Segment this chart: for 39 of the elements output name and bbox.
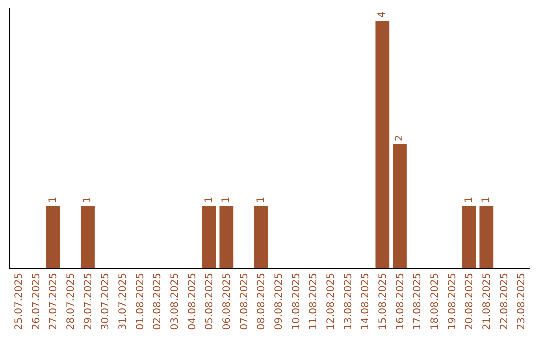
x-tick-label: 13.08.2025 — [343, 273, 354, 330]
x-tick-label: 23.08.2025 — [516, 273, 528, 330]
x-tick-label: 18.08.2025 — [430, 273, 441, 330]
x-tick-label: 19.08.2025 — [447, 273, 458, 330]
x-tick-label: 01.08.2025 — [135, 273, 146, 330]
data-label: 1 — [82, 196, 94, 204]
x-tick-label: 17.08.2025 — [412, 273, 424, 330]
x-tick-label: 25.07.2025 — [14, 273, 25, 330]
x-tick-label: 16.08.2025 — [395, 273, 406, 330]
x-tick-label: 11.08.2025 — [308, 273, 320, 330]
x-tick-label: 02.08.2025 — [152, 273, 164, 330]
x-tick-label: 21.08.2025 — [482, 273, 493, 330]
x-tick-label: 08.08.2025 — [256, 273, 268, 330]
x-tick-label: 22.08.2025 — [499, 273, 510, 330]
x-tick-label: 28.07.2025 — [66, 273, 77, 330]
x-tick-label: 05.08.2025 — [204, 273, 216, 330]
x-tick-label: 15.08.2025 — [378, 273, 389, 330]
data-label: 1 — [204, 196, 215, 204]
x-tick-label: 14.08.2025 — [360, 273, 372, 330]
x-tick-label: 06.08.2025 — [222, 273, 233, 330]
data-label: 1 — [256, 196, 267, 204]
data-label: 1 — [464, 196, 475, 204]
x-tick-label: 07.08.2025 — [239, 273, 250, 330]
data-label: 1 — [221, 196, 232, 204]
x-tick-label: 04.08.2025 — [187, 273, 198, 330]
data-label: 4 — [377, 12, 388, 18]
x-tick-label: 31.07.2025 — [118, 273, 129, 330]
data-label: 1 — [481, 196, 492, 204]
data-label: 1 — [48, 196, 59, 204]
x-tick-label: 03.08.2025 — [170, 273, 181, 330]
x-tick-label: 30.07.2025 — [100, 273, 112, 330]
x-tick-label: 10.08.2025 — [291, 273, 302, 330]
x-tick-label: 27.07.2025 — [48, 273, 60, 330]
data-label: 2 — [394, 135, 406, 142]
x-tick-label: 12.08.2025 — [326, 273, 337, 330]
x-tick-label: 29.07.2025 — [83, 273, 94, 330]
x-tick-label: 26.07.2025 — [31, 273, 42, 330]
x-tick-label: 09.08.2025 — [274, 273, 285, 330]
x-tick-label: 20.08.2025 — [464, 273, 476, 330]
